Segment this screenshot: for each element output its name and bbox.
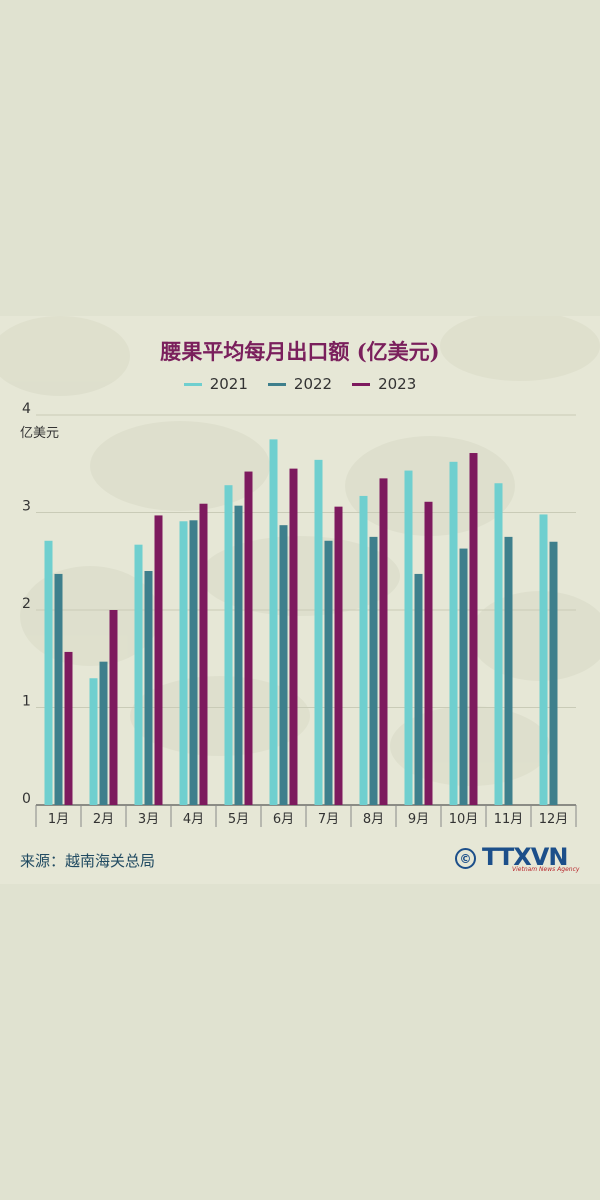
source-note: 来源：越南海关总局 — [20, 852, 156, 870]
legend-label: 2023 — [378, 375, 417, 393]
bar-2022-7月 — [324, 540, 333, 805]
bar-2021-3月 — [134, 544, 143, 805]
bar-2022-1月 — [54, 573, 63, 805]
bar-2023-4月 — [199, 503, 208, 805]
bar-2022-3月 — [144, 571, 153, 805]
bar-2023-9月 — [424, 501, 433, 805]
bar-2023-5月 — [244, 471, 253, 805]
legend-item-2021: 2021 — [183, 375, 248, 393]
bar-2021-11月 — [494, 483, 503, 805]
bar-2022-6月 — [279, 525, 288, 805]
x-tick-label: 1月 — [48, 812, 69, 827]
legend-swatch — [267, 382, 286, 386]
logo-tagline: Vietnam News Agency — [512, 866, 580, 873]
bar-2022-4月 — [189, 520, 198, 805]
x-tick-label: 2月 — [93, 812, 114, 827]
bar-2022-12月 — [549, 541, 558, 805]
x-tick-label: 9月 — [408, 812, 429, 827]
y-tick-label: 2 — [22, 596, 31, 612]
y-tick-label: 3 — [22, 499, 31, 515]
y-tick-label: 0 — [22, 791, 31, 807]
bar-2021-6月 — [269, 439, 278, 805]
bar-2021-5月 — [224, 485, 233, 805]
x-tick-label: 12月 — [539, 812, 569, 827]
legend-item-2022: 2022 — [267, 375, 333, 393]
bar-2023-2月 — [109, 610, 118, 805]
bar-2022-11月 — [504, 536, 513, 805]
x-tick-label: 7月 — [318, 812, 339, 827]
bar-2022-10月 — [459, 548, 468, 805]
legend-label: 2022 — [293, 375, 333, 393]
y-tick-label: 1 — [22, 694, 31, 710]
bar-2021-4月 — [179, 521, 188, 805]
legend-label: 2021 — [209, 375, 248, 393]
bar-2023-7月 — [334, 506, 343, 805]
legend-item-2023: 2023 — [352, 375, 416, 393]
bar-2022-2月 — [99, 661, 108, 805]
bar-chart: 0 1 2 3 4 亿美元 1月 2月 3月 4月 5月 6月 7月 8月 9月 10月 11月 12月 — [20, 401, 577, 827]
logo-name: TTXVN — [482, 843, 568, 871]
bar-2023-8月 — [379, 478, 388, 805]
bar-2022-9月 — [414, 573, 423, 805]
x-tick-label: 8月 — [363, 812, 384, 827]
chart-title: 腰果平均每月出口额 (亿美元) — [160, 339, 440, 364]
bar-2021-10月 — [449, 461, 458, 805]
copyright-icon: © — [455, 848, 476, 869]
bar-2023-10月 — [469, 453, 478, 805]
x-tick-label: 11月 — [494, 812, 524, 827]
x-tick-label: 6月 — [273, 812, 294, 827]
bar-2021-7月 — [314, 459, 323, 805]
bar-2022-5月 — [234, 505, 243, 805]
ttxvn-logo: © TTXVN Vietnam News Agency — [455, 844, 579, 873]
y-tick-label: 4 — [22, 401, 31, 417]
legend-swatch — [183, 382, 202, 386]
y-axis-label: 亿美元 — [20, 426, 59, 441]
bar-2021-9月 — [404, 470, 413, 805]
legend-swatch — [352, 382, 371, 386]
bar-2022-8月 — [369, 536, 378, 805]
x-tick-label: 5月 — [228, 812, 249, 827]
x-tick-label: 4月 — [183, 812, 204, 827]
legend: 2021 2022 2023 — [0, 375, 600, 393]
bar-2021-2月 — [89, 678, 98, 805]
x-tick-label: 3月 — [138, 812, 159, 827]
bar-2021-12月 — [539, 514, 548, 805]
bar-2023-3月 — [154, 515, 163, 805]
bar-2023-6月 — [289, 468, 298, 805]
bar-2021-1月 — [44, 540, 53, 805]
chart-card: 腰果平均每月出口额 (亿美元) 2021 2022 2023 0 1 2 3 4 亿美元 1月 2… — [0, 316, 600, 884]
bar-2021-8月 — [359, 495, 368, 805]
x-tick-label: 10月 — [449, 812, 479, 827]
bar-2023-1月 — [64, 651, 73, 805]
